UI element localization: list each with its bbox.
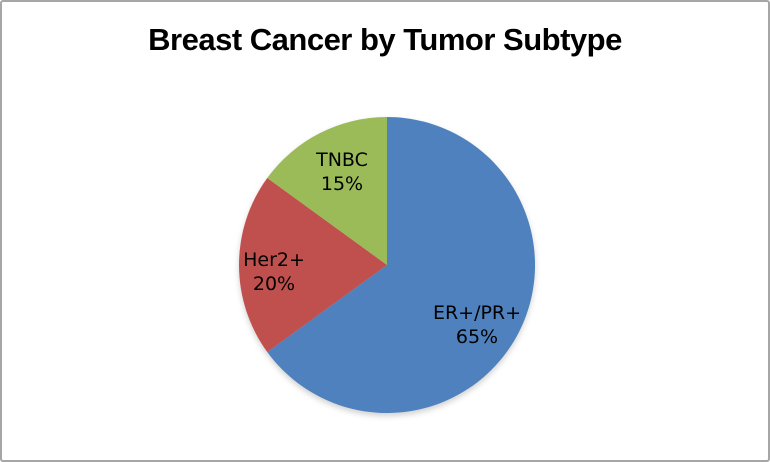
pie-slices [239,117,536,414]
pie-slice-er-pr [267,117,536,414]
slice-label-er-pr: ER+/PR+ 65% [433,302,521,348]
slice-label-her2: Her2+ 20% [243,249,305,295]
chart-title: Breast Cancer by Tumor Subtype [148,22,622,57]
pie-slice-tnbc [267,117,387,265]
slice-label-tnbc: TNBC 15% [315,149,368,195]
pie-slice-her2 [239,178,387,352]
